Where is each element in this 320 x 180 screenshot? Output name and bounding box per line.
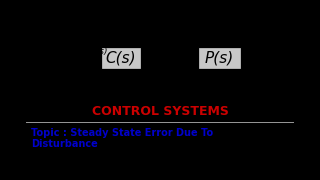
Text: +: + [157,52,164,61]
Text: +: + [74,52,81,61]
FancyBboxPatch shape [198,47,241,69]
FancyBboxPatch shape [101,47,141,69]
Text: plant: plant [209,34,229,43]
Text: Topic : Steady State Error Due To
Disturbance: Topic : Steady State Error Due To Distur… [31,128,213,149]
Text: C(s): C(s) [106,51,136,66]
Text: R(s): R(s) [28,47,46,56]
Text: +: + [163,58,169,67]
Text: E(s): E(s) [91,47,108,56]
Text: P(s): P(s) [204,51,234,66]
Text: controller: controller [103,34,140,43]
Text: −: − [77,57,85,67]
Text: Y(s): Y(s) [291,47,308,56]
Text: CONTROL SYSTEMS: CONTROL SYSTEMS [92,105,228,118]
Text: D(s): D(s) [168,9,187,18]
